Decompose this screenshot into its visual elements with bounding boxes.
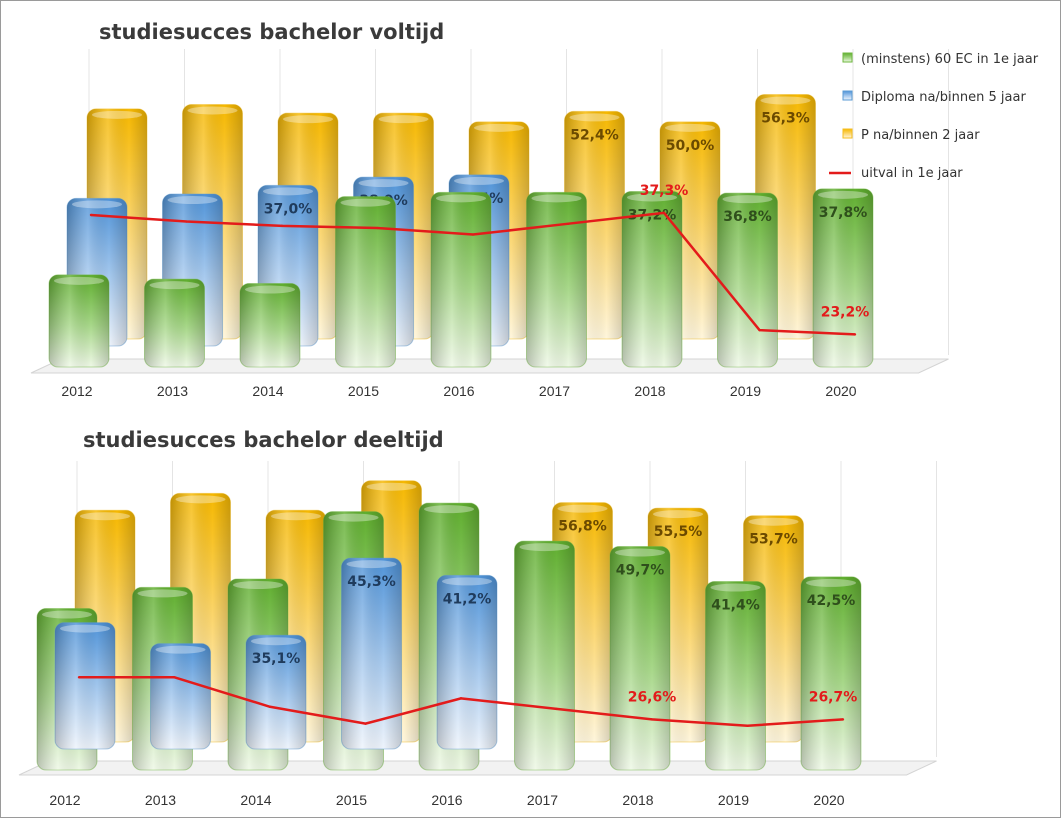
line-point <box>376 226 379 230</box>
x-tick-label: 2019 <box>730 383 761 399</box>
bar-b-2014 <box>245 634 307 750</box>
line-point <box>841 718 845 721</box>
data-label: 56,3% <box>761 110 810 126</box>
x-tick-label: 2012 <box>61 383 92 399</box>
x-tick-label: 2019 <box>718 792 749 808</box>
x-tick-label: 2015 <box>348 383 379 399</box>
bar-g-2012 <box>48 274 110 368</box>
line-point <box>173 676 176 679</box>
data-label: 41,2% <box>443 591 492 607</box>
green-bar-icon <box>842 52 853 63</box>
bar-g-2017 <box>514 540 575 771</box>
line-data-label: 37,3% <box>640 183 689 199</box>
line-point <box>746 724 749 727</box>
x-tick-label: 2017 <box>527 792 558 808</box>
legend-item-y: P na/binnen 2 jaar <box>842 128 980 143</box>
line-point <box>471 233 475 236</box>
chart-deeltijd: studiesucces bachelor deeltijd 2012 2013 35… <box>18 428 937 808</box>
data-label: 53,7% <box>749 532 798 548</box>
data-label: 35,1% <box>252 651 301 667</box>
line-data-label: 26,7% <box>809 689 858 705</box>
x-tick-label: 2020 <box>825 383 856 399</box>
bar-g-2013 <box>144 278 205 368</box>
bar-g-2017 <box>526 191 587 368</box>
line-point <box>459 697 463 700</box>
bar-b-2016 <box>436 574 498 750</box>
data-label: 41,4% <box>711 598 760 614</box>
x-tick-label: 2014 <box>240 792 271 808</box>
bar-g-2020 <box>812 188 874 368</box>
line-point <box>89 213 93 217</box>
x-tick-label: 2015 <box>336 792 367 808</box>
line-point <box>567 222 570 225</box>
data-label: 50,0% <box>666 138 715 154</box>
data-label: 42,5% <box>807 593 856 609</box>
line-point <box>650 718 654 721</box>
data-label: 45,3% <box>347 574 396 590</box>
legend-item-g: (minstens) 60 EC in 1e jaar <box>842 52 1039 67</box>
chart-title: studiesucces bachelor voltijd <box>99 20 444 44</box>
bar-b-2013 <box>150 643 211 750</box>
bar-g-2018 <box>609 546 671 771</box>
x-tick-label: 2014 <box>252 383 283 399</box>
yellow-bar-icon <box>842 128 853 139</box>
bar-g-2014 <box>239 283 301 368</box>
x-tick-label: 2017 <box>539 383 570 399</box>
legend-item-b: Diploma na/binnen 5 jaar <box>842 90 1026 105</box>
line-point <box>853 333 857 336</box>
x-tick-label: 2020 <box>813 792 844 808</box>
data-label: 56,8% <box>558 519 607 535</box>
x-tick-label: 2018 <box>634 383 665 399</box>
x-tick-label: 2013 <box>157 383 188 399</box>
bar-b-2015 <box>341 557 402 750</box>
line-data-label: 23,2% <box>821 304 870 320</box>
chart-voltijd: studiesucces bachelor voltijd 2012 2013 37,… <box>30 20 949 399</box>
line-point <box>555 707 558 711</box>
bar-g-2016 <box>430 191 492 368</box>
x-tick-label: 2012 <box>49 792 80 808</box>
data-label: 55,5% <box>654 524 703 540</box>
line-point <box>185 220 188 223</box>
x-tick-label: 2018 <box>622 792 653 808</box>
x-tick-label: 2016 <box>443 383 474 399</box>
x-tick-label: 2016 <box>431 792 462 808</box>
bar-g-2018 <box>621 190 683 368</box>
legend-label: Diploma na/binnen 5 jaar <box>861 90 1026 105</box>
line-point <box>77 676 81 679</box>
legend-label: P na/binnen 2 jaar <box>861 128 980 143</box>
legend-label: (minstens) 60 EC in 1e jaar <box>861 52 1039 67</box>
legend: (minstens) 60 EC in 1e jaar Diploma na/bi… <box>829 52 1039 181</box>
line-point <box>268 705 272 708</box>
data-label: 37,0% <box>264 201 313 217</box>
x-tick-label: 2013 <box>145 792 176 808</box>
line-point <box>280 224 284 228</box>
bar-g-2015 <box>335 196 396 368</box>
data-label: 36,8% <box>723 209 772 225</box>
line-point <box>662 211 666 215</box>
line-point <box>364 722 367 725</box>
data-label: 37,8% <box>819 205 868 221</box>
legend-label: uitval in 1e jaar <box>861 166 963 181</box>
chart-title: studiesucces bachelor deeltijd <box>83 428 444 452</box>
data-label: 49,7% <box>616 563 665 579</box>
line-data-label: 26,6% <box>628 689 677 705</box>
legend-item-line: uitval in 1e jaar <box>829 166 963 181</box>
bar-g-2019 <box>717 192 778 368</box>
data-label: 52,4% <box>570 127 619 143</box>
bar-b-2012 <box>54 622 116 750</box>
blue-bar-icon <box>842 90 853 101</box>
line-point <box>758 328 761 332</box>
